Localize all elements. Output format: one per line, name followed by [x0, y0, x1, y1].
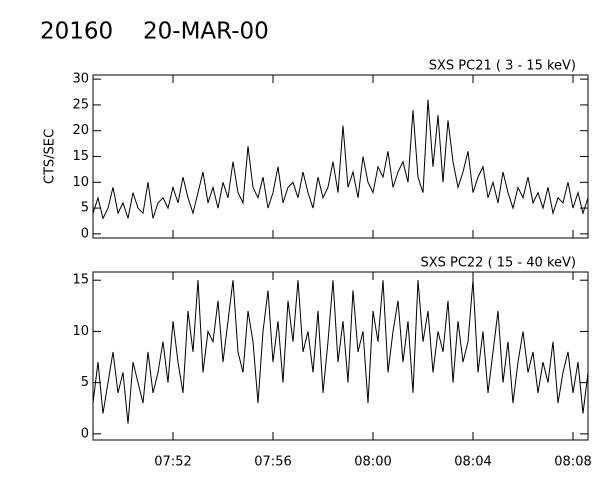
x-tick-label: 07:56: [254, 455, 291, 470]
y-tick-label: 5: [81, 201, 89, 216]
y-tick-label: 0: [81, 226, 89, 241]
y-tick-label: 30: [72, 72, 89, 87]
y-tick-label: 0: [81, 426, 89, 441]
x-tick-label: 07:52: [154, 455, 191, 470]
x-tick-label: 08:08: [554, 455, 591, 470]
x-tick-label: 08:00: [354, 455, 391, 470]
y-tick-label: 20: [72, 123, 89, 138]
x-tick-label: 08:04: [454, 455, 491, 470]
y-tick-label: 5: [81, 375, 89, 390]
panel-title: SXS PC21 ( 3 - 15 keV): [429, 59, 576, 74]
header-id: 20160: [40, 19, 113, 45]
y-tick-label: 10: [72, 175, 89, 190]
panel-title: SXS PC22 ( 15 - 40 keV): [420, 256, 576, 271]
header-date: 20-MAR-00: [143, 19, 269, 45]
y-tick-label: 10: [72, 324, 89, 339]
y-tick-label: 15: [72, 273, 89, 288]
plot-frame: [92, 271, 589, 441]
y-axis-label: CTS/SEC: [43, 129, 58, 184]
data-line: [93, 99, 588, 220]
data-line: [93, 280, 588, 424]
y-tick-label: 25: [72, 97, 89, 112]
y-tick-label: 15: [72, 149, 89, 164]
